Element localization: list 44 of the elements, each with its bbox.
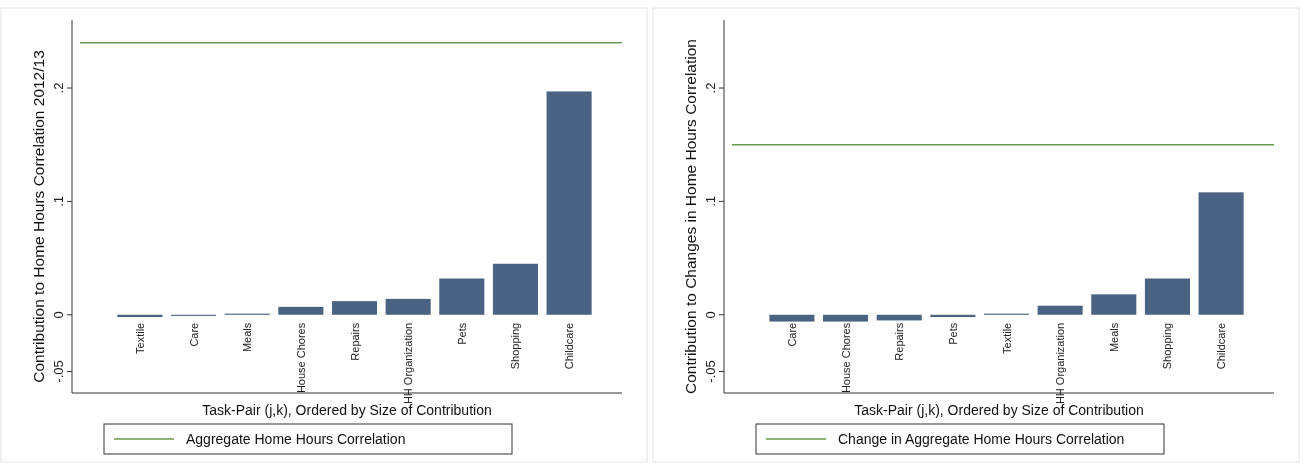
- x-tick-label: Pets: [455, 322, 468, 345]
- x-axis-title: Task-Pair (j,k), Ordered by Size of Contribution: [202, 402, 492, 418]
- bar: [439, 278, 485, 315]
- x-tick-label: Care: [785, 322, 798, 347]
- x-tick-label: Childcare: [563, 322, 576, 370]
- y-tick-label: 0: [51, 311, 66, 319]
- x-tick-label: Pets: [946, 322, 959, 345]
- bar: [1037, 305, 1083, 315]
- x-tick-label: House Chores: [294, 322, 307, 394]
- y-tick-label: .2: [703, 82, 718, 94]
- bar: [385, 298, 431, 315]
- bar: [546, 91, 592, 315]
- x-tick-label: Childcare: [1215, 322, 1228, 370]
- legend-label: Aggregate Home Hours Correlation: [186, 431, 406, 447]
- y-axis-title: Contribution to Changes in Home Hours Correlation: [682, 39, 699, 394]
- bar: [769, 314, 815, 322]
- x-tick-label: Textile: [1000, 322, 1013, 354]
- legend-label: Change in Aggregate Home Hours Correlation: [838, 431, 1125, 447]
- y-tick-label: -.05: [703, 360, 718, 383]
- x-tick-label: Repairs: [348, 322, 361, 361]
- bar: [1144, 278, 1190, 315]
- y-tick-label: .2: [51, 82, 66, 94]
- x-tick-label: HH Organization: [402, 322, 415, 405]
- y-tick-label: -.05: [51, 360, 66, 383]
- x-tick-label: Meals: [241, 322, 254, 353]
- x-tick-label: Shopping: [509, 322, 522, 370]
- y-tick-label: .1: [51, 195, 66, 207]
- x-tick-label: House Chores: [839, 322, 852, 394]
- bar: [331, 301, 378, 315]
- bar: [823, 314, 869, 322]
- x-tick-label: Care: [187, 322, 200, 347]
- bar: [1091, 294, 1137, 315]
- bar: [278, 306, 324, 315]
- x-tick-label: Meals: [1107, 322, 1120, 353]
- bar: [492, 263, 538, 315]
- x-tick-label: Repairs: [893, 322, 906, 361]
- bar: [1198, 192, 1244, 315]
- x-tick-label: Shopping: [1161, 322, 1174, 370]
- x-tick-label: Textile: [133, 322, 146, 354]
- y-tick-label: 0: [703, 311, 718, 319]
- y-tick-label: .1: [703, 195, 718, 207]
- x-tick-label: HH Organization: [1054, 322, 1067, 405]
- y-axis-title: Contribution to Home Hours Correlation 2012/13: [30, 50, 47, 383]
- x-axis-title: Task-Pair (j,k), Ordered by Size of Contribution: [854, 402, 1144, 418]
